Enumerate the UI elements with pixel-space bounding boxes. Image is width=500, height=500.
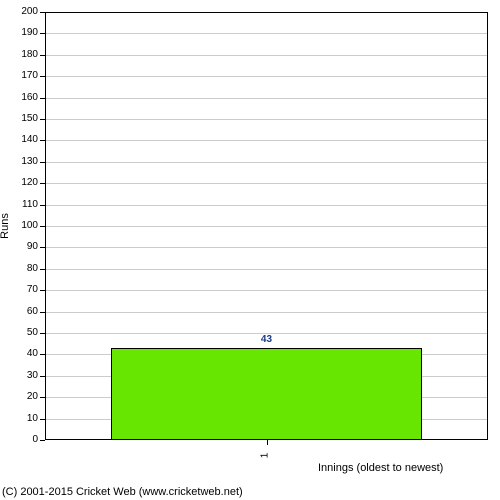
y-tick-label: 130 <box>0 156 38 167</box>
y-tick-mark <box>40 312 45 313</box>
gridline <box>46 247 487 248</box>
copyright-text: (C) 2001-2015 Cricket Web (www.cricketwe… <box>2 486 243 498</box>
gridline <box>46 226 487 227</box>
bar-value-label: 43 <box>111 334 421 345</box>
y-tick-mark <box>40 269 45 270</box>
y-tick-mark <box>40 76 45 77</box>
y-tick-label: 140 <box>0 134 38 145</box>
y-tick-mark <box>40 33 45 34</box>
gridline <box>46 290 487 291</box>
y-tick-label: 110 <box>0 199 38 210</box>
y-tick-mark <box>40 140 45 141</box>
y-tick-mark <box>40 440 45 441</box>
y-tick-mark <box>40 354 45 355</box>
y-tick-mark <box>40 376 45 377</box>
y-tick-label: 180 <box>0 49 38 60</box>
y-tick-mark <box>40 98 45 99</box>
y-tick-label: 0 <box>0 434 38 445</box>
y-tick-label: 60 <box>0 306 38 317</box>
x-tick-label: 1 <box>259 453 270 459</box>
y-tick-mark <box>40 333 45 334</box>
x-tick-mark <box>267 440 268 445</box>
chart-container: Runs Innings (oldest to newest) 01020304… <box>0 0 500 500</box>
y-tick-label: 160 <box>0 92 38 103</box>
y-tick-label: 80 <box>0 263 38 274</box>
y-tick-label: 50 <box>0 327 38 338</box>
gridline <box>46 140 487 141</box>
y-tick-mark <box>40 205 45 206</box>
y-tick-mark <box>40 247 45 248</box>
y-tick-label: 20 <box>0 391 38 402</box>
y-tick-label: 190 <box>0 27 38 38</box>
y-tick-label: 150 <box>0 113 38 124</box>
gridline <box>46 205 487 206</box>
y-tick-mark <box>40 397 45 398</box>
gridline <box>46 119 487 120</box>
y-tick-label: 170 <box>0 70 38 81</box>
y-tick-label: 120 <box>0 177 38 188</box>
y-tick-mark <box>40 162 45 163</box>
gridline <box>46 269 487 270</box>
gridline <box>46 76 487 77</box>
y-tick-label: 40 <box>0 348 38 359</box>
y-tick-mark <box>40 419 45 420</box>
y-tick-label: 200 <box>0 6 38 17</box>
gridline <box>46 55 487 56</box>
gridline <box>46 98 487 99</box>
gridline <box>46 312 487 313</box>
gridline <box>46 183 487 184</box>
gridline <box>46 162 487 163</box>
y-tick-label: 30 <box>0 370 38 381</box>
gridline <box>46 33 487 34</box>
y-tick-label: 100 <box>0 220 38 231</box>
y-tick-mark <box>40 183 45 184</box>
y-tick-label: 10 <box>0 413 38 424</box>
y-tick-mark <box>40 119 45 120</box>
y-tick-mark <box>40 290 45 291</box>
y-tick-mark <box>40 55 45 56</box>
y-tick-mark <box>40 226 45 227</box>
y-tick-label: 70 <box>0 284 38 295</box>
x-axis-label: Innings (oldest to newest) <box>318 462 443 474</box>
y-tick-label: 90 <box>0 241 38 252</box>
bar <box>111 348 421 440</box>
y-tick-mark <box>40 12 45 13</box>
